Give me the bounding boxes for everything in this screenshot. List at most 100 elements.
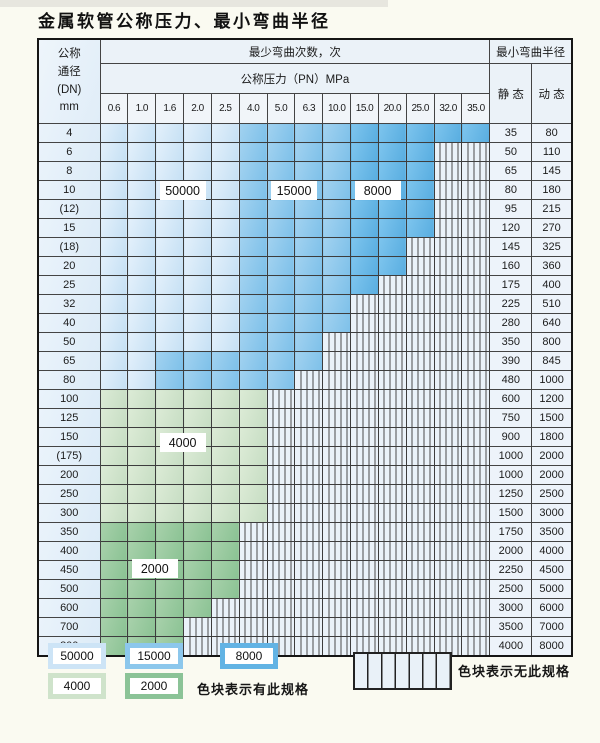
- spec-cell-g2: [99, 636, 129, 657]
- no-spec-cell: [266, 503, 296, 523]
- no-spec-cell: [433, 598, 463, 618]
- pressure-col-header: 20.0: [377, 93, 407, 124]
- dynamic-radius-value: 845: [531, 351, 573, 371]
- no-spec-cell: [350, 446, 379, 466]
- spec-cell-g2: [183, 541, 212, 561]
- spec-cell-g1: [210, 427, 240, 447]
- dynamic-radius-value: 510: [531, 294, 573, 314]
- no-spec-cell: [294, 579, 324, 599]
- no-spec-cell: [461, 598, 491, 618]
- no-spec-cell: [433, 579, 463, 599]
- spec-cell-g1: [210, 408, 240, 428]
- no-spec-cell: [377, 351, 407, 371]
- spec-cell-b3: [350, 142, 379, 162]
- spec-cell-b1: [155, 218, 185, 238]
- spec-cell-g1: [99, 427, 129, 447]
- spec-cell-b1: [99, 313, 129, 333]
- spec-table-wrapper: 公称 通径 (DN) mm 最少弯曲次数，次 最小弯曲半径 公称压力（PN）MP…: [37, 38, 573, 657]
- no-spec-cell: [461, 560, 491, 580]
- spec-cell-g2: [183, 560, 212, 580]
- header-row-1: 公称 通径 (DN) mm 最少弯曲次数，次 最小弯曲半径: [37, 38, 573, 124]
- dn-label: 100: [37, 389, 101, 409]
- static-radius-value: 1250: [489, 484, 533, 504]
- spec-cell-g1: [155, 484, 185, 504]
- table-row: 25 175 400: [37, 275, 573, 295]
- bend-times-header: 最少弯曲次数，次: [99, 38, 491, 64]
- no-spec-cell: [461, 427, 491, 447]
- spec-cell-b3: [405, 123, 435, 143]
- spec-cell-b1: [210, 313, 240, 333]
- no-spec-cell: [377, 427, 407, 447]
- spec-cell-b1: [127, 370, 157, 390]
- spec-cell-b1: [127, 142, 157, 162]
- dynamic-radius-value: 640: [531, 313, 573, 333]
- no-spec-cell: [322, 598, 352, 618]
- pressure-col-header: 32.0: [433, 93, 463, 124]
- no-spec-cell: [377, 370, 407, 390]
- legend-block-15000: 15000: [125, 643, 183, 669]
- dn-label: 500: [37, 579, 101, 599]
- spec-cell-b1: [99, 256, 129, 276]
- no-spec-cell: [294, 408, 324, 428]
- dn-header-line2: 通径: [57, 65, 81, 78]
- spec-cell-b2: [238, 199, 268, 219]
- no-spec-cell: [350, 294, 379, 314]
- spec-cell-g2: [155, 617, 185, 637]
- spec-cell-b1: [155, 142, 185, 162]
- spec-cell-b1: [127, 256, 157, 276]
- spec-cell-b1: [155, 294, 185, 314]
- no-spec-cell: [405, 541, 435, 561]
- no-spec-cell: [294, 370, 324, 390]
- dn-label: 400: [37, 541, 101, 561]
- spec-cell-b2: [266, 351, 296, 371]
- no-spec-cell: [322, 408, 352, 428]
- static-radius-value: 1500: [489, 503, 533, 523]
- dn-label: 15: [37, 218, 101, 238]
- pressure-col-header: 10.0: [322, 93, 352, 124]
- no-spec-cell: [377, 560, 407, 580]
- static-radius-value: 2500: [489, 579, 533, 599]
- spec-cell-g2: [99, 598, 129, 618]
- dn-label: (175): [37, 446, 101, 466]
- spec-cell-g1: [127, 446, 157, 466]
- static-radius-value: 2000: [489, 541, 533, 561]
- spec-cell-b2: [266, 237, 296, 257]
- spec-cell-b2: [183, 351, 212, 371]
- spec-cell-g2: [183, 598, 212, 618]
- no-spec-cell: [433, 294, 463, 314]
- no-spec-cell: [461, 446, 491, 466]
- spec-cell-b1: [155, 332, 185, 352]
- no-spec-cell: [238, 541, 268, 561]
- spec-cell-b3: [377, 237, 407, 257]
- spec-cell-b2: [266, 313, 296, 333]
- no-spec-cell: [183, 617, 212, 637]
- no-spec-cell: [461, 256, 491, 276]
- no-spec-cell: [322, 503, 352, 523]
- spec-cell-g1: [183, 484, 212, 504]
- dynamic-radius-value: 4500: [531, 560, 573, 580]
- table-row: 300 1500 3000: [37, 503, 573, 523]
- spec-cell-b1: [127, 123, 157, 143]
- dynamic-radius-value: 2000: [531, 465, 573, 485]
- no-spec-cell: [461, 294, 491, 314]
- spec-cell-b1: [127, 218, 157, 238]
- table-row: 50 350 800: [37, 332, 573, 352]
- spec-cell-b1: [155, 275, 185, 295]
- dn-label: 25: [37, 275, 101, 295]
- spec-cell-b2: [294, 161, 324, 181]
- spec-cell-g2: [99, 541, 129, 561]
- spec-cell-g2: [127, 541, 157, 561]
- spec-cell-b1: [155, 313, 185, 333]
- no-spec-cell: [238, 617, 268, 637]
- no-spec-cell: [405, 503, 435, 523]
- legend-label-15000: 15000: [137, 649, 171, 663]
- dn-label: 8: [37, 161, 101, 181]
- spec-cell-b3: [350, 275, 379, 295]
- no-spec-cell: [322, 541, 352, 561]
- no-spec-cell: [377, 503, 407, 523]
- no-spec-cell: [238, 579, 268, 599]
- dn-label: (18): [37, 237, 101, 257]
- spec-cell-b1: [183, 199, 212, 219]
- spec-cell-b1: [210, 332, 240, 352]
- spec-cell-b3: [350, 218, 379, 238]
